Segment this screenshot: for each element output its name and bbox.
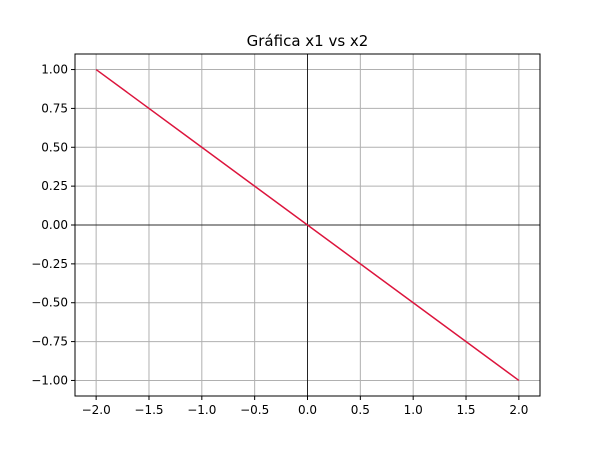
y-tick-label: 0.25 xyxy=(41,179,68,193)
x-tick-label: −1.0 xyxy=(187,403,216,417)
x-tick-label: 1.0 xyxy=(404,403,423,417)
x-tick-label: −1.5 xyxy=(134,403,163,417)
x-tick-label: 1.5 xyxy=(456,403,475,417)
y-tick-label: −1.00 xyxy=(31,373,68,387)
y-tick-label: −0.25 xyxy=(31,257,68,271)
x-axis-ticks: −2.0 −1.5 −1.0 −0.5 0.0 0.5 1.0 1.5 2.0 xyxy=(82,396,528,417)
y-tick-label: 0.00 xyxy=(41,218,68,232)
x-tick-label: −0.5 xyxy=(240,403,269,417)
y-axis-ticks: 1.00 0.75 0.50 0.25 0.00 −0.25 −0.50 −0.75 −1.00 xyxy=(31,63,75,387)
x-tick-label: 2.0 xyxy=(509,403,528,417)
chart-title: Gráfica x1 vs x2 xyxy=(247,32,369,50)
y-tick-label: −0.75 xyxy=(31,335,68,349)
y-tick-label: 0.75 xyxy=(41,101,68,115)
y-tick-label: −0.50 xyxy=(31,296,68,310)
x-tick-label: 0.5 xyxy=(351,403,370,417)
y-tick-label: 1.00 xyxy=(41,63,68,77)
y-tick-label: 0.50 xyxy=(41,140,68,154)
plot-series xyxy=(95,68,520,382)
x-tick-label: −2.0 xyxy=(82,403,111,417)
x-tick-label: 0.0 xyxy=(298,403,317,417)
series-line xyxy=(95,68,520,382)
